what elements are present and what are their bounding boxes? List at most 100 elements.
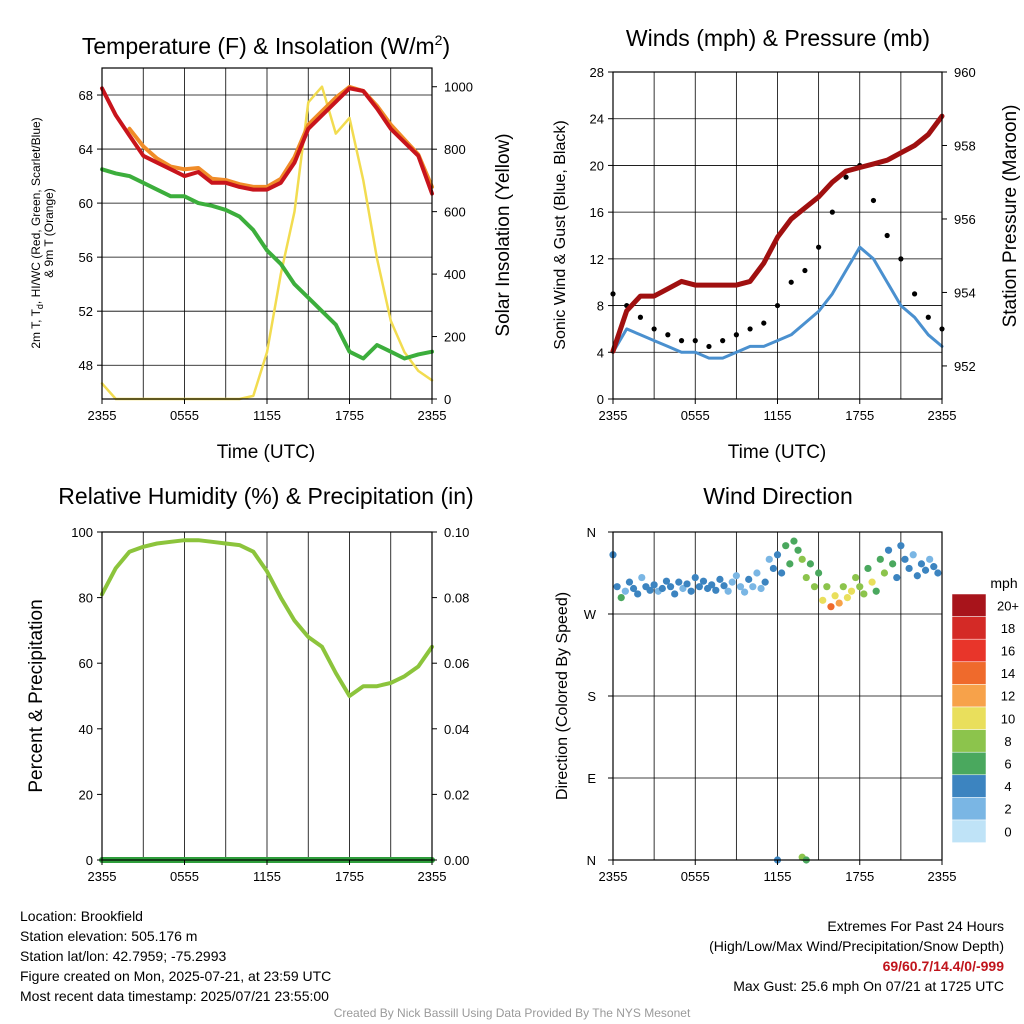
x-tick-label: 1155 xyxy=(253,869,281,884)
gust-point xyxy=(911,291,918,297)
legend-label: 2 xyxy=(1004,802,1011,817)
direction-point xyxy=(876,555,884,563)
legend-swatch xyxy=(951,638,987,663)
gust-point xyxy=(774,302,781,309)
max-gust: Max Gust: 25.6 mph On 07/21 at 1725 UTC xyxy=(733,978,1004,994)
gust-point xyxy=(870,197,877,204)
recent-timestamp: Most recent data timestamp: 2025/07/21 2… xyxy=(20,988,329,1004)
pressure-line xyxy=(610,113,945,354)
direction-point xyxy=(819,596,827,604)
humidity-grid xyxy=(142,532,392,860)
humidity-ticks: 2355 0555 1155 1755 23550204060801000.000.02… xyxy=(71,525,469,884)
direction-point xyxy=(675,578,683,586)
gust-point xyxy=(747,326,753,332)
y-right-tick-label: 0.04 xyxy=(444,722,469,737)
direction-point xyxy=(901,555,909,563)
direction-point xyxy=(613,583,621,591)
y-tick-label: 40 xyxy=(79,722,93,737)
legend-label: 14 xyxy=(1001,666,1015,681)
legend-swatch xyxy=(951,684,987,708)
direction-point xyxy=(691,573,699,582)
gust-point xyxy=(692,338,698,344)
x-tick-label: 0555 xyxy=(170,408,199,423)
direction-grid xyxy=(613,532,942,860)
y-tick-label: 60 xyxy=(79,196,93,211)
legend-label: 10 xyxy=(1001,711,1015,726)
direction-point xyxy=(926,555,934,563)
y-tick-label: 0 xyxy=(597,392,604,407)
temp-2m-line xyxy=(100,86,434,196)
humidity-title: Relative Humidity (%) & Precipitation (i… xyxy=(58,483,473,509)
direction-point xyxy=(720,582,728,590)
direction-point xyxy=(708,581,716,589)
y-right-tick-label: 600 xyxy=(444,205,466,220)
direction-point xyxy=(815,569,823,577)
direction-tick-label: S xyxy=(587,689,596,704)
x-tick-label: 2355 xyxy=(418,408,447,423)
x-tick-label: 2355 xyxy=(599,869,628,884)
x-tick-label: 0555 xyxy=(170,869,199,884)
direction-point xyxy=(786,560,794,568)
direction-point xyxy=(724,587,732,595)
x-tick-label: 1755 xyxy=(335,869,364,884)
direction-point xyxy=(806,560,815,568)
direction-tick-label: W xyxy=(584,607,597,622)
y-right-tick-label: 0.06 xyxy=(444,656,469,671)
direction-point xyxy=(716,575,724,583)
direction-point xyxy=(852,573,860,582)
y-right-tick-label: 0.00 xyxy=(444,853,469,868)
direction-point xyxy=(880,569,889,577)
direction-point xyxy=(917,560,926,568)
gust-point xyxy=(637,314,644,320)
y-tick-label: 68 xyxy=(79,88,93,103)
gust-point xyxy=(678,338,685,344)
direction-point xyxy=(662,577,671,585)
direction-point xyxy=(625,578,634,586)
temperature-ylabel: 2m T, Td, HI/WC (Red, Green, Scarlet/Blu… xyxy=(29,117,56,348)
direction-point xyxy=(745,575,753,583)
direction-point xyxy=(860,590,868,598)
legend-swatch xyxy=(951,751,987,776)
y-tick-label: 100 xyxy=(71,525,93,540)
direction-point xyxy=(778,569,786,577)
gust-point xyxy=(816,244,822,250)
legend-swatch xyxy=(951,616,987,640)
direction-point xyxy=(658,584,666,593)
direction-ylabel: Direction (Colored By Speed) xyxy=(554,592,571,800)
direction-point xyxy=(823,583,831,591)
direction-point xyxy=(864,564,872,573)
direction-point xyxy=(765,555,773,563)
humidity-ylabel: Percent & Precipitation xyxy=(26,599,47,792)
station-location: Location: Brookfield xyxy=(20,908,143,924)
direction-point xyxy=(810,583,819,591)
svg-text:2m T, Td, HI/WC (Red, Green, S: 2m T, Td, HI/WC (Red, Green, Scarlet/Blu… xyxy=(29,117,45,348)
direction-title: Wind Direction xyxy=(703,483,853,509)
gust-point xyxy=(720,338,726,344)
y-tick-label: 16 xyxy=(590,205,604,220)
direction-point xyxy=(831,592,839,600)
credit-line: Created By Nick Bassill Using Data Provi… xyxy=(333,1006,691,1020)
winds-ylabel-left: Sonic Wind & Gust (Blue, Black) xyxy=(552,120,569,349)
direction-point xyxy=(921,566,930,574)
direction-point xyxy=(728,578,736,586)
extremes-info: Extremes For Past 24 Hours (High/Low/Max… xyxy=(709,916,1004,996)
gust-point xyxy=(733,332,739,338)
winds-panel: Winds (mph) & Pressure (mb) 2355 0555 1155… xyxy=(552,25,1021,463)
direction-point xyxy=(741,588,749,596)
direction-tick-label: N xyxy=(587,525,596,540)
direction-point xyxy=(634,590,642,598)
direction-point xyxy=(905,564,913,573)
y-right-tick-label: 0.02 xyxy=(444,787,469,802)
figure-created: Figure created on Mon, 2025-07-21, at 23… xyxy=(20,968,332,984)
y-right-tick-label: 952 xyxy=(954,359,976,374)
y-tick-label: 64 xyxy=(79,142,93,157)
extremes-title: Extremes For Past 24 Hours xyxy=(827,918,1004,934)
speed-legend: mph 20+ 18 16 14 12 10 8 6 4 2 0 xyxy=(951,575,1019,843)
gust-point xyxy=(884,232,890,239)
gust-point xyxy=(651,326,657,332)
legend-swatch xyxy=(951,819,987,843)
x-tick-label: 2355 xyxy=(599,408,628,423)
temperature-xlabel: Time (UTC) xyxy=(217,442,316,463)
direction-point xyxy=(621,587,629,595)
